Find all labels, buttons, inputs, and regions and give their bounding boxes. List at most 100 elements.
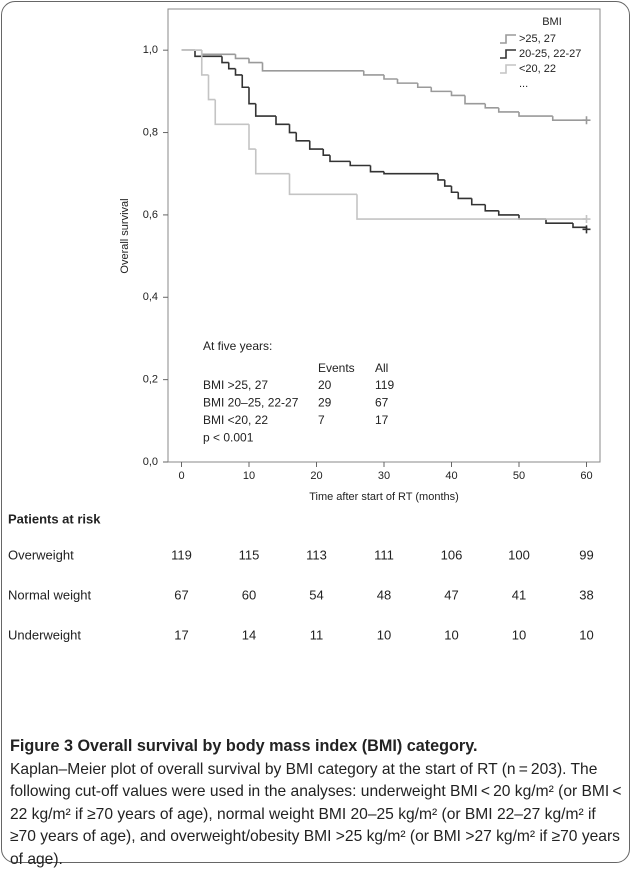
risk-count: 60	[242, 587, 256, 602]
survival-step	[200, 50, 236, 56]
risk-count: 17	[174, 627, 188, 642]
risk-count: 38	[579, 587, 593, 602]
survival-step	[234, 68, 243, 76]
survival-step	[356, 194, 587, 220]
survival-step	[545, 219, 573, 224]
x-tick-label: 0	[178, 470, 184, 482]
survival-step	[484, 103, 499, 109]
survival-step	[221, 56, 229, 64]
survival-step	[227, 62, 236, 70]
x-tick-label: 20	[310, 470, 322, 482]
risk-count: 10	[579, 627, 593, 642]
survival-step	[396, 79, 418, 84]
survival-step	[254, 149, 290, 175]
survival-step	[194, 50, 222, 58]
censor-mark	[582, 116, 591, 125]
annotation-cell: BMI <20, 22	[203, 413, 268, 427]
legend-title: BMI	[542, 16, 562, 28]
annotation-cell: 29	[318, 396, 332, 410]
survival-step	[241, 74, 249, 89]
survival-step	[261, 62, 364, 72]
annotation-cell: BMI 20–25, 22-27	[203, 396, 299, 410]
survival-step	[214, 99, 249, 126]
survival-step	[383, 171, 438, 175]
survival-step	[484, 204, 499, 212]
annotation-cell: BMI >25, 27	[203, 378, 268, 392]
annotation-cell: 119	[375, 378, 394, 392]
y-tick-label: 0,2	[143, 374, 158, 386]
risk-count: 14	[242, 627, 256, 642]
x-tick-label: 40	[445, 470, 457, 482]
legend-note: ...	[519, 78, 528, 90]
y-tick-label: 0,0	[143, 456, 158, 468]
risk-count: 47	[444, 587, 458, 602]
risk-count: 100	[508, 547, 530, 562]
annotation-note: p < 0.001	[203, 431, 254, 445]
survival-step	[329, 155, 351, 163]
survival-step	[349, 161, 371, 167]
annotation-title: At five years:	[203, 339, 272, 353]
survival-step	[308, 140, 324, 150]
caption: Figure 3 Overall survival by body mass i…	[10, 735, 625, 872]
survival-step	[234, 54, 249, 60]
chart: Overall survival Time after start of RT …	[8, 8, 601, 642]
x-tick-label: 50	[513, 470, 525, 482]
survival-step	[470, 198, 486, 206]
survival-step	[437, 173, 445, 181]
survival-step	[248, 124, 256, 150]
survival-step	[275, 116, 290, 126]
legend-swatch	[500, 34, 516, 44]
risk-count: 115	[239, 547, 260, 562]
x-axis-label: Time after start of RT (months)	[309, 491, 459, 503]
survival-step	[450, 186, 459, 194]
y-axis-label: Overall survival	[119, 198, 131, 273]
survival-step	[322, 149, 330, 156]
survival-step	[207, 74, 216, 101]
survival-step	[254, 103, 276, 117]
survival-step	[248, 87, 256, 105]
survival-step	[288, 124, 297, 134]
x-tick-label: 10	[243, 470, 255, 482]
survival-step	[572, 223, 587, 229]
caption-text: Kaplan–Meier plot of overall survival by…	[10, 760, 625, 868]
risk-count: 119	[171, 547, 192, 562]
survival-step	[497, 210, 519, 216]
annotation-cell: 7	[318, 413, 325, 427]
x-tick-label: 60	[580, 470, 592, 482]
risk-row-label: Overweight	[8, 547, 74, 562]
survival-step	[416, 83, 432, 89]
survival-step	[383, 74, 398, 80]
legend-label: >25, 27	[519, 33, 556, 45]
risk-count: 10	[377, 627, 391, 642]
annotation-header: All	[375, 361, 388, 375]
annotation-header: Events	[318, 361, 355, 375]
risk-count: 99	[579, 547, 593, 562]
survival-step	[518, 111, 553, 117]
legend-swatch	[500, 64, 516, 74]
survival-step	[551, 116, 587, 121]
risk-count: 54	[309, 587, 323, 602]
y-tick-label: 0,6	[143, 209, 158, 221]
legend-label: <20, 22	[519, 63, 556, 75]
survival-step	[288, 173, 357, 196]
risk-count: 113	[306, 547, 327, 562]
y-tick-label: 1,0	[143, 44, 158, 56]
y-tick-label: 0,8	[143, 126, 158, 138]
survival-step	[497, 107, 519, 113]
risk-title: Patients at risk	[8, 511, 101, 526]
survival-step	[443, 179, 452, 187]
survival-step	[362, 70, 384, 76]
risk-count: 48	[377, 587, 391, 602]
risk-count: 41	[512, 587, 526, 602]
legend-swatch	[500, 49, 516, 59]
survival-step	[248, 58, 263, 64]
risk-count: 111	[374, 547, 394, 562]
survival-step	[450, 91, 465, 97]
survival-step	[200, 50, 209, 76]
risk-count: 10	[512, 627, 526, 642]
x-tick-label: 30	[378, 470, 390, 482]
annotation-cell: 20	[318, 378, 332, 392]
survival-step	[430, 87, 452, 93]
